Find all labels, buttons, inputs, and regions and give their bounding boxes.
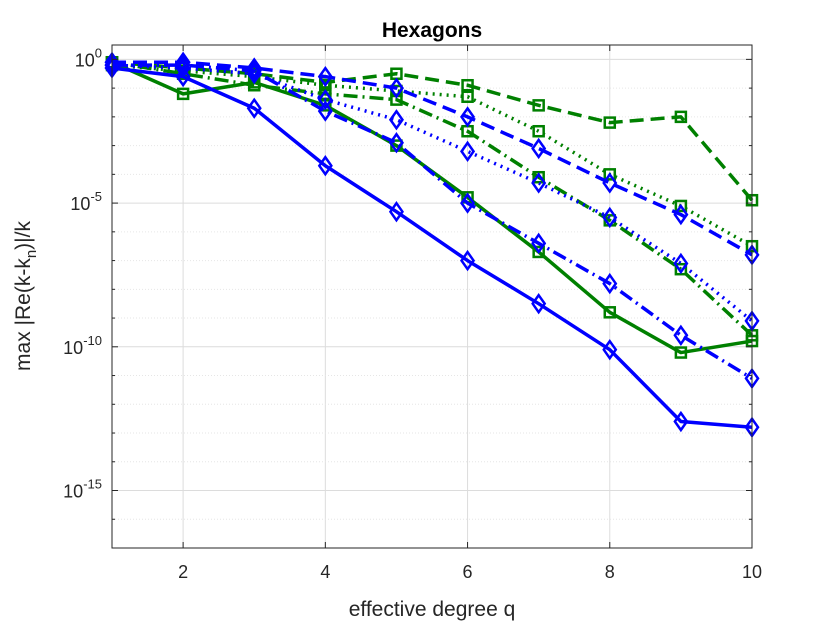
data-point-diamond (531, 172, 547, 194)
data-point-diamond (246, 57, 262, 79)
data-point-square (674, 262, 688, 276)
y-tick-label-exponent: 0 (95, 45, 102, 60)
y-tick-label-base: 10 (63, 338, 83, 358)
y-tick-label: 100 (75, 45, 102, 70)
data-point-square (532, 170, 545, 184)
data-point-square (461, 90, 474, 103)
data-point-diamond (460, 192, 476, 214)
data-point-diamond (175, 65, 191, 88)
series-line-green-dashdot (111, 60, 754, 337)
data-point-square (674, 110, 688, 124)
data-point-diamond (317, 155, 333, 177)
data-point-square (674, 199, 688, 213)
data-point-diamond (175, 51, 191, 73)
data-point-diamond (531, 293, 547, 315)
y-tick-label-base: 10 (63, 482, 83, 502)
axes-background (112, 45, 752, 548)
y-tick-label-exponent: -5 (90, 189, 102, 204)
data-point-diamond (602, 272, 618, 295)
data-point-diamond (388, 109, 404, 131)
x-tick-label: 10 (742, 562, 762, 582)
axes-box (111, 44, 753, 549)
data-point-diamond (317, 100, 333, 122)
data-point-diamond (388, 132, 404, 154)
data-point-diamond (460, 249, 476, 272)
data-point-diamond (317, 88, 333, 111)
data-point-square (603, 306, 617, 319)
data-point-diamond (317, 65, 333, 88)
series-line-blue-solid (111, 66, 753, 430)
y-tick-label: 10-5 (70, 189, 102, 214)
x-tick-label: 8 (605, 562, 615, 582)
y-axis-label-tail: )|/k (12, 221, 35, 250)
series-line-blue-dashed (112, 60, 753, 257)
x-tick-label: 2 (178, 562, 188, 582)
data-point-diamond (673, 252, 689, 275)
series-layer (104, 51, 760, 438)
x-axis-label: effective degree q (349, 598, 516, 621)
data-point-square (532, 245, 545, 259)
data-point-diamond (602, 339, 618, 361)
data-point-diamond (246, 97, 262, 119)
data-point-square (674, 346, 688, 359)
data-point-diamond (388, 201, 404, 223)
data-point-diamond (673, 324, 689, 346)
y-axis-label-main: max |Re(k-k (12, 258, 35, 371)
data-point-diamond (531, 232, 547, 254)
data-point-diamond (531, 137, 547, 160)
data-point-square (532, 99, 545, 112)
y-tick-label-base: 10 (75, 50, 95, 70)
data-point-diamond (673, 410, 689, 433)
y-tick-label: 10-10 (63, 333, 102, 358)
data-point-diamond (602, 172, 618, 194)
series-blue-dashed (104, 51, 760, 266)
data-point-square (461, 78, 474, 92)
data-point-diamond (602, 206, 618, 229)
x-tick-label: 4 (320, 562, 330, 582)
y-tick-label-exponent: -15 (83, 477, 102, 492)
data-point-square (176, 87, 190, 101)
series-line-blue-dotted (111, 63, 754, 323)
data-point-diamond (460, 140, 476, 163)
data-point-diamond (460, 106, 476, 128)
data-point-square (603, 116, 617, 129)
x-tick-label: 6 (463, 562, 473, 582)
y-tick-label: 10-15 (63, 477, 102, 502)
data-point-diamond (388, 77, 404, 99)
y-axis-label-subscript: n (23, 250, 40, 258)
y-axis-label: max |Re(k-kn)|/k (12, 221, 40, 371)
data-point-square (603, 168, 617, 181)
series-line-blue-dashdot (112, 63, 753, 380)
chart-title: Hexagons (382, 19, 482, 42)
data-point-diamond (673, 203, 689, 226)
y-tick-label-base: 10 (70, 194, 90, 214)
data-point-square (532, 124, 545, 138)
y-tick-label-exponent: -10 (83, 333, 102, 348)
